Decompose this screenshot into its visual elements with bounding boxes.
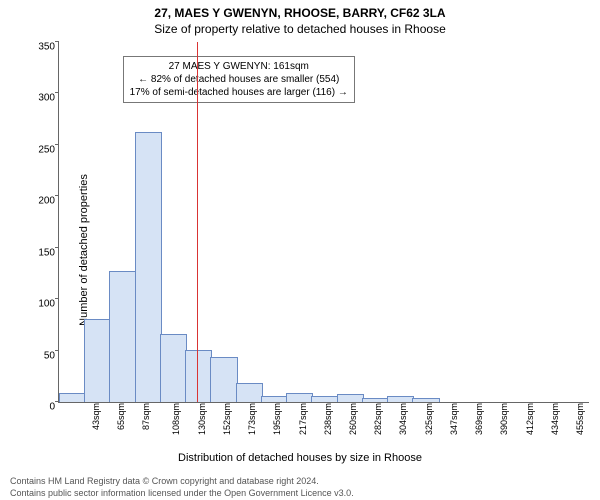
y-tick-label: 200 (21, 196, 55, 207)
footer-line1: Contains HM Land Registry data © Crown c… (10, 476, 319, 486)
x-tick-label: 108sqm (171, 403, 181, 435)
y-tick-label: 50 (21, 350, 55, 361)
histogram-bar (261, 396, 288, 402)
reference-line (197, 42, 198, 402)
y-tick-label: 100 (21, 299, 55, 310)
annotation-box: 27 MAES Y GWENYN: 161sqm ← 82% of detach… (123, 56, 355, 103)
y-tick-label: 150 (21, 247, 55, 258)
annotation-line1: 27 MAES Y GWENYN: 161sqm (130, 60, 348, 73)
x-tick-label: 369sqm (474, 403, 484, 435)
x-tick-label: 304sqm (399, 403, 409, 435)
x-tick-label: 412sqm (525, 403, 535, 435)
annotation-line2: ← 82% of detached houses are smaller (55… (130, 73, 348, 86)
chart-title-line2: Size of property relative to detached ho… (0, 22, 600, 36)
histogram-bar (84, 319, 111, 402)
plot-area: 27 MAES Y GWENYN: 161sqm ← 82% of detach… (58, 42, 589, 403)
x-tick-label: 173sqm (247, 403, 257, 435)
x-axis-label: Distribution of detached houses by size … (0, 452, 600, 464)
y-tick-label: 300 (21, 93, 55, 104)
y-tick-label: 250 (21, 144, 55, 155)
y-tick-mark (55, 144, 59, 145)
histogram-bar (236, 383, 263, 403)
histogram-bar (109, 271, 136, 402)
y-tick-mark (55, 350, 59, 351)
x-tick-label: 455sqm (575, 403, 585, 435)
x-tick-label: 217sqm (298, 403, 308, 435)
y-tick-mark (55, 298, 59, 299)
chart-title-line1: 27, MAES Y GWENYN, RHOOSE, BARRY, CF62 3… (0, 6, 600, 20)
histogram-bar (160, 334, 187, 402)
x-tick-label: 130sqm (197, 403, 207, 435)
y-tick-mark (55, 92, 59, 93)
x-tick-label: 238sqm (323, 403, 333, 435)
histogram-bar (135, 132, 162, 402)
x-tick-label: 347sqm (449, 403, 459, 435)
histogram-bar (311, 396, 338, 402)
histogram-bar (59, 393, 86, 402)
x-tick-label: 325sqm (424, 403, 434, 435)
x-tick-label: 390sqm (499, 403, 509, 435)
x-tick-label: 282sqm (373, 403, 383, 435)
y-tick-mark (55, 41, 59, 42)
histogram-bar (387, 396, 414, 402)
x-tick-label: 65sqm (116, 403, 126, 430)
x-tick-label: 43sqm (91, 403, 101, 430)
histogram-bar (412, 398, 439, 402)
footer-line2: Contains public sector information licen… (10, 488, 354, 498)
y-tick-label: 0 (21, 402, 55, 413)
x-tick-label: 260sqm (348, 403, 358, 435)
x-tick-label: 195sqm (272, 403, 282, 435)
x-tick-label: 87sqm (141, 403, 151, 430)
histogram-bar (210, 357, 237, 402)
chart-container: 27, MAES Y GWENYN, RHOOSE, BARRY, CF62 3… (0, 0, 600, 500)
histogram-bar (337, 394, 364, 402)
histogram-bar (286, 393, 313, 402)
x-tick-label: 152sqm (222, 403, 232, 435)
y-tick-mark (55, 195, 59, 196)
x-tick-label: 434sqm (550, 403, 560, 435)
annotation-line3: 17% of semi-detached houses are larger (… (130, 86, 348, 99)
histogram-bar (185, 350, 212, 402)
y-tick-label: 350 (21, 42, 55, 53)
histogram-bar (362, 398, 389, 402)
y-tick-mark (55, 247, 59, 248)
